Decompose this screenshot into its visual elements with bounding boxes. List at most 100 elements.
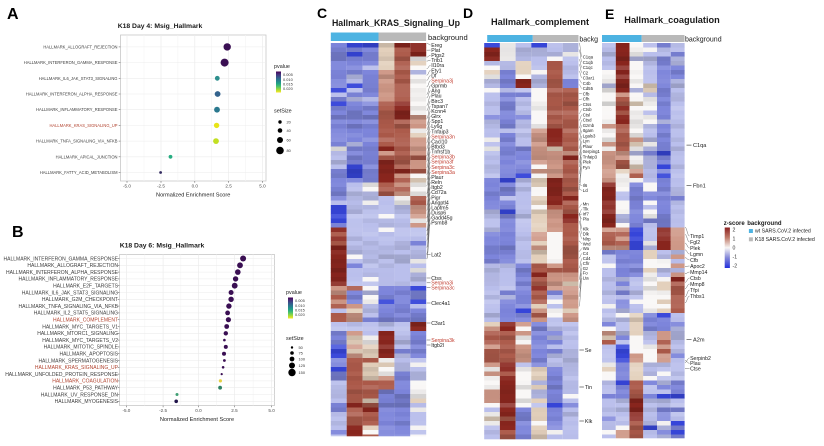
svg-text:Tlk: Tlk [583, 207, 590, 212]
svg-text:Itgam: Itgam [583, 128, 594, 133]
svg-text:Cd4: Cd4 [583, 256, 591, 261]
svg-text:Fo: Fo [583, 271, 589, 276]
svg-text:HALLMARK_KRAS_SIGNALING_UP: HALLMARK_KRAS_SIGNALING_UP [49, 123, 117, 128]
svg-text:Glrx: Glrx [431, 114, 441, 120]
svg-text:Ety1: Ety1 [431, 68, 441, 74]
svg-text:z-score: z-score [724, 221, 746, 227]
svg-text:K18 Day 4: Msig_Hallmark: K18 Day 4: Msig_Hallmark [118, 23, 203, 30]
svg-text:Wrd: Wrd [583, 241, 591, 246]
svg-text:Plaur: Plaur [583, 144, 594, 149]
svg-text:Hallmark_complement: Hallmark_complement [491, 17, 589, 27]
svg-text:C1qa: C1qa [693, 143, 707, 149]
svg-text:Serping1: Serping1 [583, 149, 600, 154]
svg-text:Serpinb2: Serpinb2 [690, 356, 711, 362]
svg-text:Il10ra: Il10ra [431, 63, 444, 69]
svg-text:Lta: Lta [583, 276, 590, 281]
svg-text:Gzmb: Gzmb [583, 123, 595, 128]
svg-text:HALLMARK_E2F_TARGETS: HALLMARK_E2F_TARGETS [53, 284, 119, 290]
svg-text:C2: C2 [583, 70, 589, 75]
svg-text:Cacl10: Cacl10 [431, 139, 447, 145]
svg-text:Serpina3c: Serpina3c [431, 285, 455, 291]
svg-text:C4b: C4b [583, 81, 591, 86]
svg-text:C: C [317, 5, 327, 21]
svg-text:-2.5: -2.5 [157, 184, 165, 189]
svg-text:HALLMARK_IL2_STAT5_SIGNALING: HALLMARK_IL2_STAT5_SIGNALING [34, 311, 118, 317]
svg-text:Birc3: Birc3 [431, 99, 443, 105]
svg-text:Lgals3: Lgals3 [583, 133, 596, 138]
svg-text:HALLMARK_G2M_CHECKPOINT: HALLMARK_G2M_CHECKPOINT [42, 297, 118, 303]
svg-text:Ctss: Ctss [583, 102, 592, 107]
svg-text:HALLMARK_IL6_JAK_STAT3_SIGNALI: HALLMARK_IL6_JAK_STAT3_SIGNALING [39, 76, 118, 81]
svg-text:Cfb: Cfb [690, 258, 698, 264]
svg-text:background: background [747, 221, 782, 227]
svg-text:Laptm5: Laptm5 [431, 205, 448, 211]
svg-text:Ctsb: Ctsb [583, 107, 592, 112]
svg-text:0.020: 0.020 [283, 86, 294, 91]
svg-text:Serpina3i: Serpina3i [431, 281, 453, 287]
svg-text:Ptgs2: Ptgs2 [431, 53, 444, 59]
svg-text:Klk: Klk [583, 227, 590, 232]
svg-text:Gadd45g: Gadd45g [431, 216, 452, 222]
svg-text:Tspan7: Tspan7 [431, 104, 448, 110]
svg-text:5.0: 5.0 [259, 184, 266, 189]
svg-text:0.015: 0.015 [283, 81, 293, 86]
svg-text:HALLMARK_ALLOGRAFT_REJECTION: HALLMARK_ALLOGRAFT_REJECTION [43, 44, 117, 49]
svg-text:Df: Df [431, 73, 437, 79]
svg-text:HALLMARK_MITOTIC_SPINDLE: HALLMARK_MITOTIC_SPINDLE [44, 345, 119, 351]
svg-text:background: background [428, 33, 468, 42]
svg-text:2.5: 2.5 [231, 408, 238, 413]
svg-text:HALLMARK_MYOGENESIS: HALLMARK_MYOGENESIS [55, 399, 119, 405]
svg-text:0: 0 [733, 246, 736, 252]
svg-text:2.5: 2.5 [225, 184, 232, 189]
svg-text:HALLMARK_MYC_TARGETS_V2: HALLMARK_MYC_TARGETS_V2 [42, 338, 118, 344]
svg-text:Plaur: Plaur [431, 175, 443, 181]
svg-text:Irf7: Irf7 [583, 212, 590, 217]
svg-text:Spp1: Spp1 [431, 119, 443, 125]
svg-text:0.020: 0.020 [295, 312, 306, 317]
svg-text:0.015: 0.015 [295, 307, 305, 312]
svg-text:HALLMARK_FATTY_ACID_METABOLISM: HALLMARK_FATTY_ACID_METABOLISM [40, 170, 118, 175]
svg-text:pvalue: pvalue [274, 64, 290, 70]
svg-text:C1qc: C1qc [583, 65, 594, 70]
svg-text:HALLMARK_UNFOLDED_PROTEIN_RESP: HALLMARK_UNFOLDED_PROTEIN_RESPONSE [5, 372, 118, 378]
svg-text:Ctsl: Ctsl [583, 112, 590, 117]
svg-text:Fgl2: Fgl2 [690, 240, 700, 246]
svg-text:Normalized Enrichment Score: Normalized Enrichment Score [160, 417, 234, 423]
svg-text:0.005: 0.005 [295, 298, 305, 303]
svg-text:Dlk: Dlk [583, 232, 590, 237]
svg-text:Ly6g: Ly6g [431, 124, 442, 130]
svg-text:-1: -1 [733, 255, 738, 261]
svg-text:Gprmb: Gprmb [431, 84, 447, 90]
svg-text:Tin: Tin [585, 385, 592, 391]
svg-text:Mn: Mn [583, 202, 590, 207]
svg-text:Thbs1: Thbs1 [690, 294, 705, 300]
svg-text:Gz: Gz [583, 266, 589, 271]
svg-text:Serpina3n: Serpina3n [431, 134, 455, 140]
svg-text:Ctss: Ctss [431, 276, 442, 282]
svg-text:HALLMARK_KRAS_SIGNALING_UP: HALLMARK_KRAS_SIGNALING_UP [35, 365, 119, 371]
svg-text:HALLMARK_INTERFERON_ALPHA_RESP: HALLMARK_INTERFERON_ALPHA_RESPONSE [6, 270, 119, 276]
svg-text:125: 125 [299, 363, 306, 368]
svg-text:C1qa: C1qa [583, 55, 594, 60]
svg-text:Pigr: Pigr [431, 195, 440, 201]
svg-text:HALLMARK_COAGULATION: HALLMARK_COAGULATION [52, 379, 118, 385]
svg-text:Lyn: Lyn [583, 139, 590, 144]
svg-text:-2: -2 [733, 264, 738, 270]
svg-text:HALLMARK_ALLOGRAFT_REJECTION: HALLMARK_ALLOGRAFT_REJECTION [27, 263, 118, 269]
svg-text:Plek: Plek [583, 160, 592, 165]
svg-text:Serpina3c: Serpina3c [431, 165, 455, 171]
svg-text:Mmp8: Mmp8 [690, 282, 705, 288]
svg-text:Ctsb: Ctsb [690, 276, 701, 282]
svg-text:Btbd3: Btbd3 [431, 145, 445, 151]
svg-text:40: 40 [287, 128, 292, 133]
svg-text:Fyn: Fyn [583, 165, 591, 170]
svg-text:Wa: Wa [583, 246, 590, 251]
svg-text:60: 60 [287, 138, 292, 143]
svg-text:Ctse: Ctse [690, 367, 701, 373]
svg-text:HALLMARK_TNFA_SIGNALING_VIA_NF: HALLMARK_TNFA_SIGNALING_VIA_NFKB [19, 304, 119, 310]
svg-text:Reln: Reln [431, 180, 442, 186]
svg-text:Lgmn: Lgmn [690, 252, 703, 258]
svg-text:HALLMARK_MTORC1_SIGNALING: HALLMARK_MTORC1_SIGNALING [37, 331, 118, 337]
svg-text:Itgb2l: Itgb2l [431, 343, 444, 349]
svg-text:HALLMARK_INFLAMMATORY_RESPONSE: HALLMARK_INFLAMMATORY_RESPONSE [36, 107, 118, 112]
